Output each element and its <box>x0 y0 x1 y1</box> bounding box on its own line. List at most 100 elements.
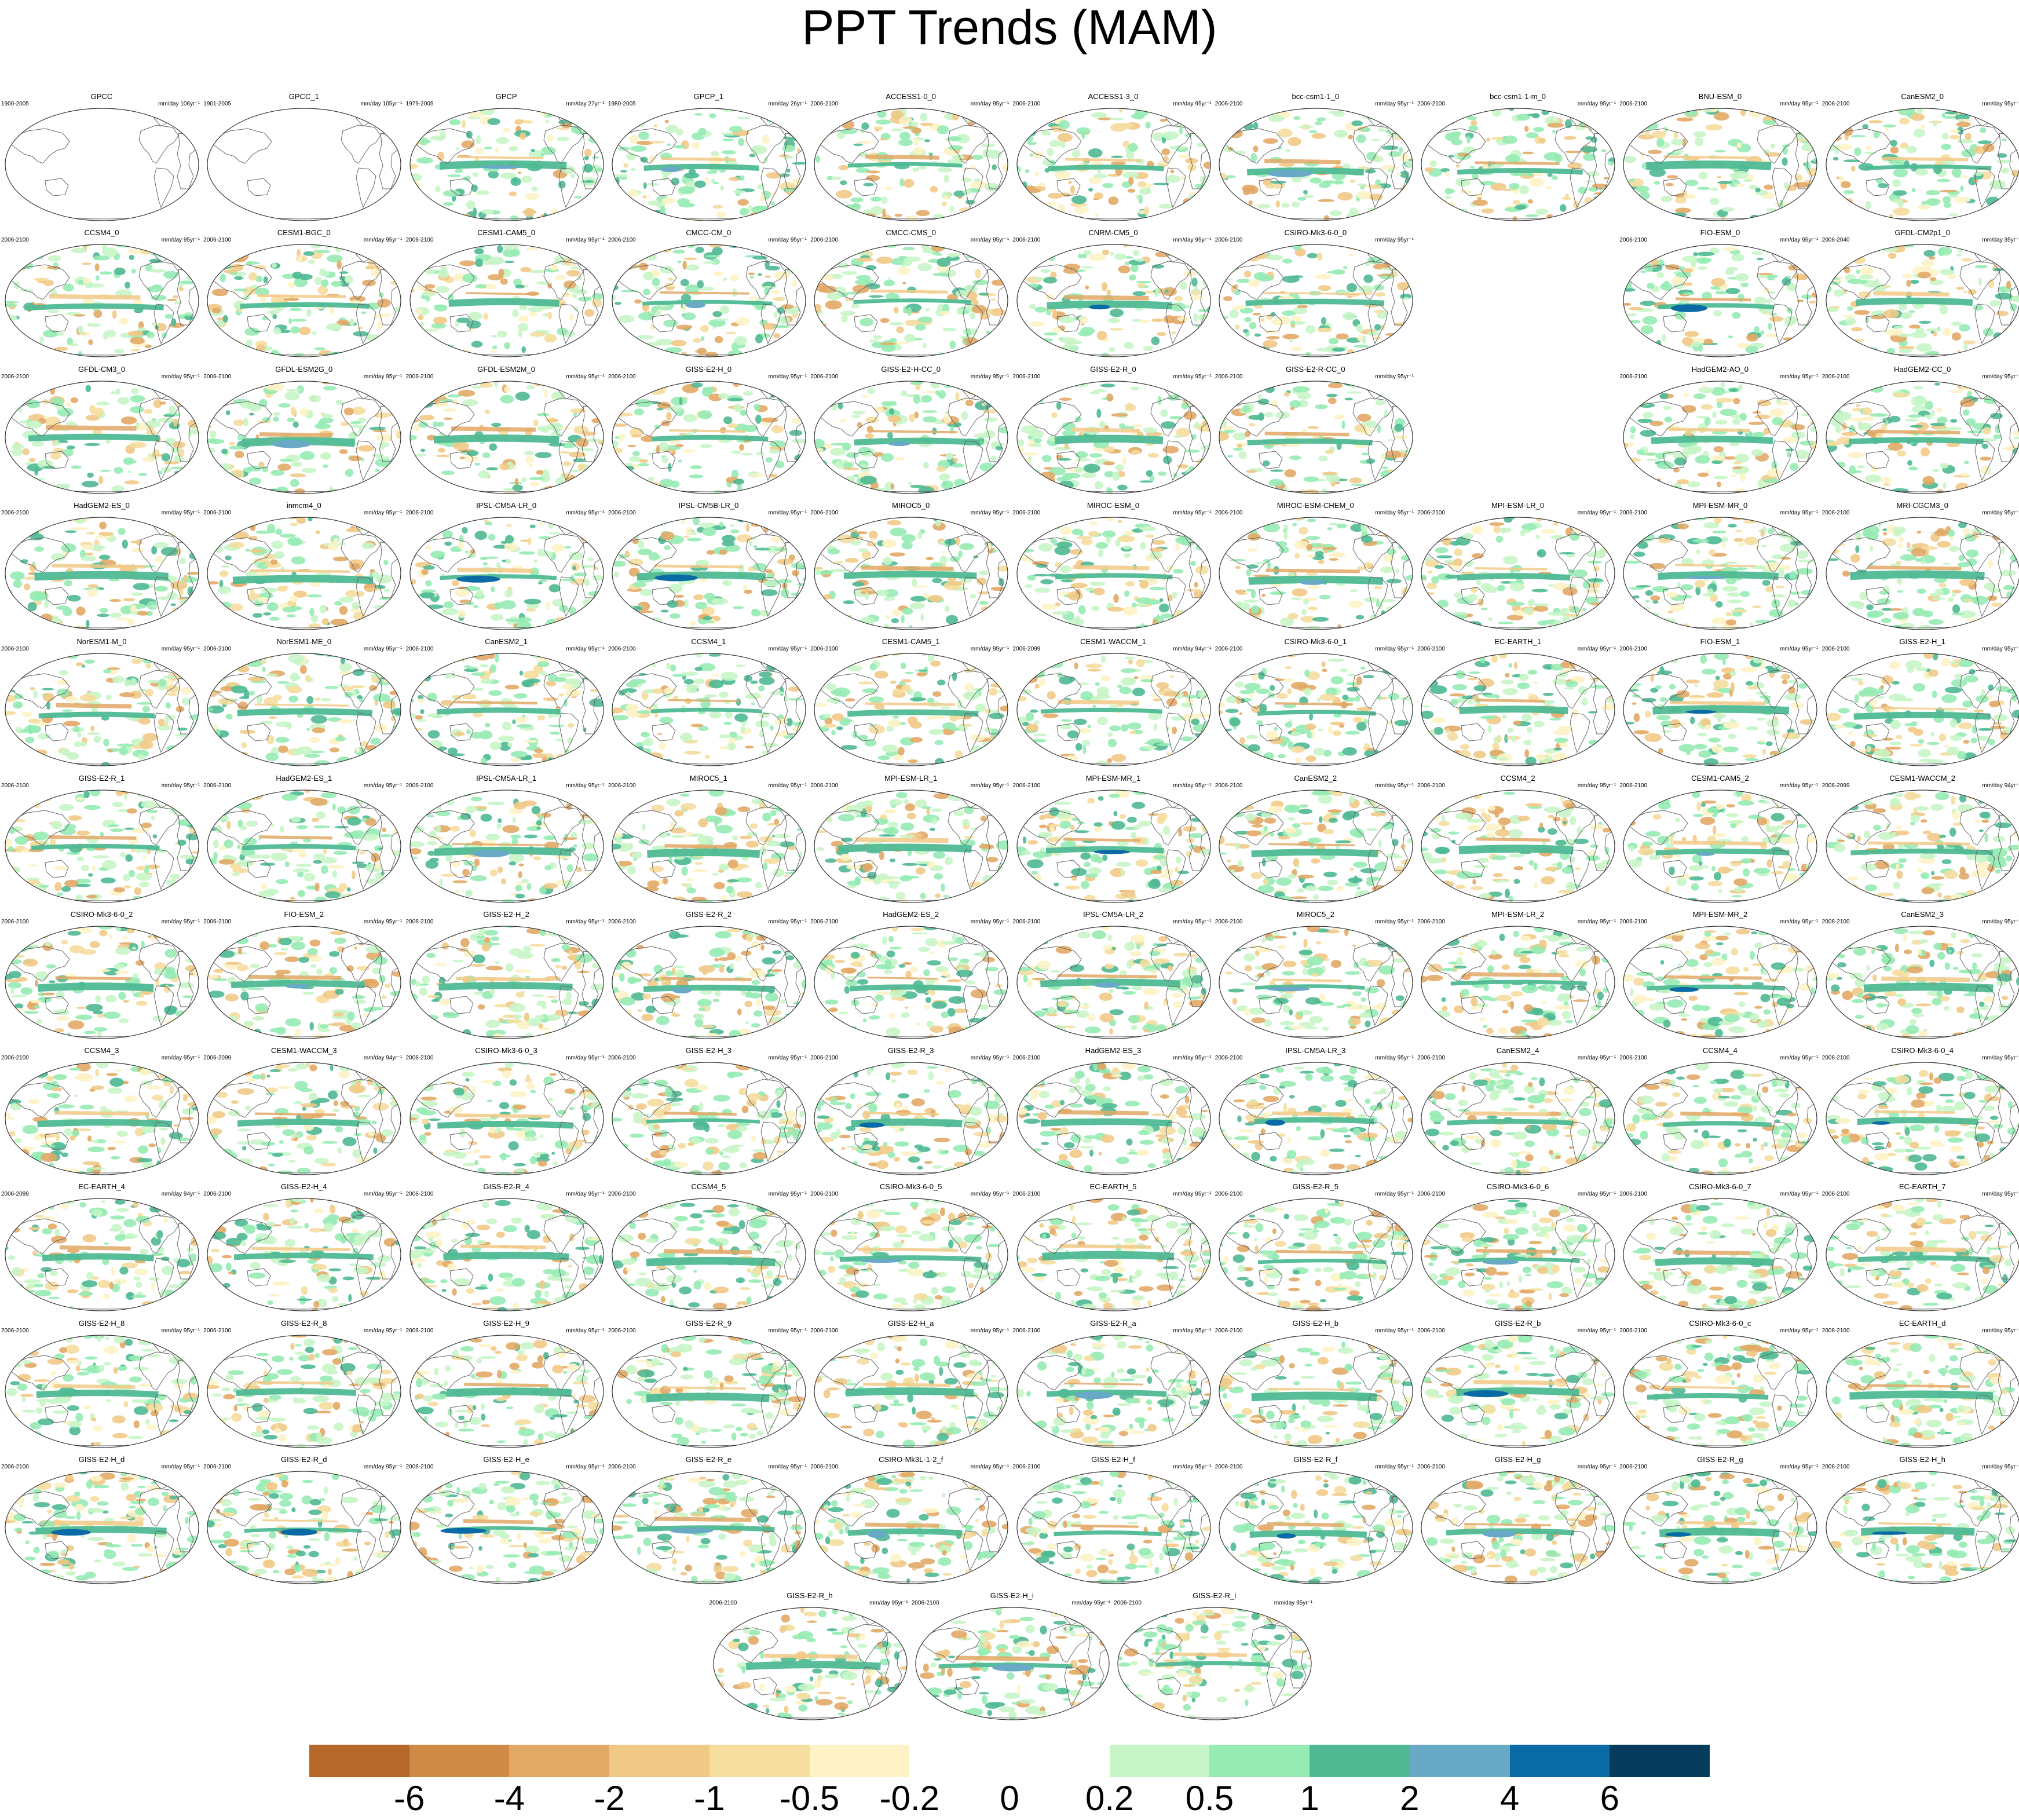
panel-period: 2006-2100 <box>608 1464 636 1470</box>
map-panel: MPI-ESM-MR_0 2006-2100 mm/day 95yr⁻¹ <box>1619 501 1820 632</box>
panel-title: GISS-E2-R_9 <box>685 1318 732 1328</box>
panel-units: mm/day 95yr⁻¹ <box>970 1055 1010 1062</box>
panel-title: CCSM4_5 <box>691 1182 726 1192</box>
panel-units: mm/day 95yr⁻¹ <box>1375 1327 1414 1334</box>
panel-title: GISS-E2-H_i <box>990 1591 1034 1600</box>
panel-title: IPSL-CM5A-LR_0 <box>476 500 537 510</box>
panel-title: GISS-E2-H_g <box>1494 1455 1541 1464</box>
map-field <box>1219 244 1413 357</box>
panel-title: GISS-E2-R_3 <box>887 1046 934 1055</box>
panel-units: mm/day 95yr⁻¹ <box>970 918 1010 925</box>
panel-period: 2006-2100 <box>1215 1055 1243 1062</box>
panel-period: 2006-2100 <box>1822 1464 1850 1470</box>
panel-period: 2006-2100 <box>810 101 839 107</box>
colorbar-segment <box>1509 1745 1610 1777</box>
map-panel: GPCP 1979-2005 mm/day 27yr⁻¹ <box>406 93 607 223</box>
map-panel: CNRM-CM5_0 2006-2100 mm/day 95yr⁻¹ <box>1013 229 1214 359</box>
map-panel: GISS-E2-R_3 2006-2100 mm/day 95yr⁻¹ <box>810 1047 1011 1177</box>
colorbar-segment <box>709 1745 810 1777</box>
map-panel: GISS-E2-R_e 2006-2100 mm/day 95yr⁻¹ <box>608 1456 809 1586</box>
panel-period: 2006-2100 <box>1822 646 1850 653</box>
map-panel: FIO-ESM_0 2006-2100 mm/day 95yr⁻¹ <box>1619 229 1820 359</box>
panel-title: GISS-E2-R_1 <box>78 773 125 783</box>
map-border <box>5 1198 199 1311</box>
map-panel: EC-EARTH_5 2006-2100 mm/day 95yr⁻¹ <box>1013 1183 1214 1313</box>
panel-period: 2006-2100 <box>1417 1055 1445 1062</box>
colorbar-segment <box>409 1745 510 1777</box>
map-panel: IPSL-CM5A-LR_2 2006-2100 mm/day 95yr⁻¹ <box>1013 910 1214 1041</box>
panel-period: 2006-2100 <box>1619 646 1648 653</box>
panel-units: mm/day 95yr⁻¹ <box>768 237 807 244</box>
map-panel: CSIRO-Mk3-6-0_3 2006-2100 mm/day 95yr⁻¹ <box>406 1047 607 1177</box>
panel-title: CCSM4_2 <box>1500 773 1535 783</box>
panel-units: mm/day 95yr⁻¹ <box>1982 1191 2019 1198</box>
panel-period: 2006-2100 <box>1012 782 1041 789</box>
panel-units: mm/day 95yr⁻¹ <box>970 101 1010 107</box>
map-border <box>1826 789 2019 903</box>
map-panel: IPSL-CM5A-LR_3 2006-2100 mm/day 95yr⁻¹ <box>1215 1047 1416 1177</box>
map-border <box>409 1335 604 1448</box>
panel-title: GISS-E2-R_2 <box>685 909 732 919</box>
map-field <box>1219 1335 1413 1448</box>
map-border <box>612 1335 806 1448</box>
map-border <box>207 517 401 630</box>
panel-period: 2006-2100 <box>203 918 232 925</box>
panel-title: GISS-E2-R_5 <box>1292 1182 1339 1192</box>
map-border <box>1219 1198 1413 1311</box>
panel-title: MIROC-ESM-CHEM_0 <box>1276 500 1354 510</box>
panel-title: CCSM4_1 <box>691 637 726 646</box>
map-border <box>814 1335 1008 1448</box>
panel-title: GISS-E2-R_d <box>281 1455 327 1464</box>
map-field <box>1016 244 1211 357</box>
panel-units: mm/day 95yr⁻¹ <box>1375 373 1414 380</box>
map-border <box>5 653 199 766</box>
panel-units: mm/day 26yr⁻¹ <box>768 101 807 107</box>
panel-title: CCSM4_3 <box>84 1046 119 1055</box>
panel-title: CSIRO-Mk3-6-0_2 <box>70 909 133 919</box>
map-field <box>207 1335 401 1448</box>
map-border <box>5 1335 199 1448</box>
map-field <box>207 517 401 630</box>
panel-period: 2006-2100 <box>1822 1327 1850 1334</box>
map-field <box>1623 789 1817 903</box>
panel-period: 2006-2100 <box>810 1464 839 1470</box>
map-field <box>409 1471 604 1584</box>
map-panel: GISS-E2-H-CC_0 2006-2100 mm/day 95yr⁻¹ <box>810 365 1011 496</box>
map-border <box>409 517 604 630</box>
map-border <box>1826 244 2019 357</box>
map-panel: EC-EARTH_1 2006-2100 mm/day 95yr⁻¹ <box>1417 638 1618 768</box>
map-panel: ACCESS1-3_0 2006-2100 mm/day 95yr⁻¹ <box>1013 93 1214 223</box>
panel-title: HadGEM2-CC_0 <box>1894 364 1951 374</box>
map-border <box>207 244 401 357</box>
panel-period: 2006-2100 <box>810 237 839 244</box>
panel-title: CSIRO-Mk3-6-0_7 <box>1689 1182 1751 1192</box>
colorbar-tick-label: 1 <box>1300 1779 1319 1818</box>
panel-units: mm/day 95yr⁻¹ <box>161 373 200 380</box>
map-border <box>1623 1198 1817 1311</box>
map-border <box>1421 789 1615 903</box>
map-border <box>1016 380 1211 494</box>
panel-period: 2006-2040 <box>1822 237 1850 244</box>
panel-period: 2006-2100 <box>1619 918 1648 925</box>
map-panel: GISS-E2-R_f 2006-2100 mm/day 95yr⁻¹ <box>1215 1456 1416 1586</box>
map-border <box>1623 244 1817 357</box>
map-field <box>612 653 806 766</box>
panel-period: 2006-2100 <box>608 1191 636 1198</box>
panel-title: GISS-E2-R_i <box>1193 1591 1237 1600</box>
map-panel: GISS-E2-R_1 2006-2100 mm/day 95yr⁻¹ <box>1 774 202 905</box>
panel-period: 2006-2100 <box>810 1055 839 1062</box>
panel-title: GPCC_1 <box>288 92 319 101</box>
map-border <box>207 1198 401 1311</box>
panel-units: mm/day 95yr⁻¹ <box>566 373 605 380</box>
map-border <box>814 517 1008 630</box>
map-panel: GISS-E2-R_4 2006-2100 mm/day 95yr⁻¹ <box>406 1183 607 1313</box>
map-field <box>5 380 199 494</box>
panel-units: mm/day 95yr⁻¹ <box>970 373 1010 380</box>
map-panel: CMCC-CMS_0 2006-2100 mm/day 95yr⁻¹ <box>810 229 1011 359</box>
map-field <box>814 789 1008 903</box>
panel-title: MRI-CGCM3_0 <box>1896 500 1948 510</box>
panel-units: mm/day 95yr⁻¹ <box>566 1055 605 1062</box>
map-field <box>1421 653 1615 766</box>
panel-period: 2006-2100 <box>405 646 434 653</box>
panel-title: GISS-E2-R_e <box>685 1455 732 1464</box>
